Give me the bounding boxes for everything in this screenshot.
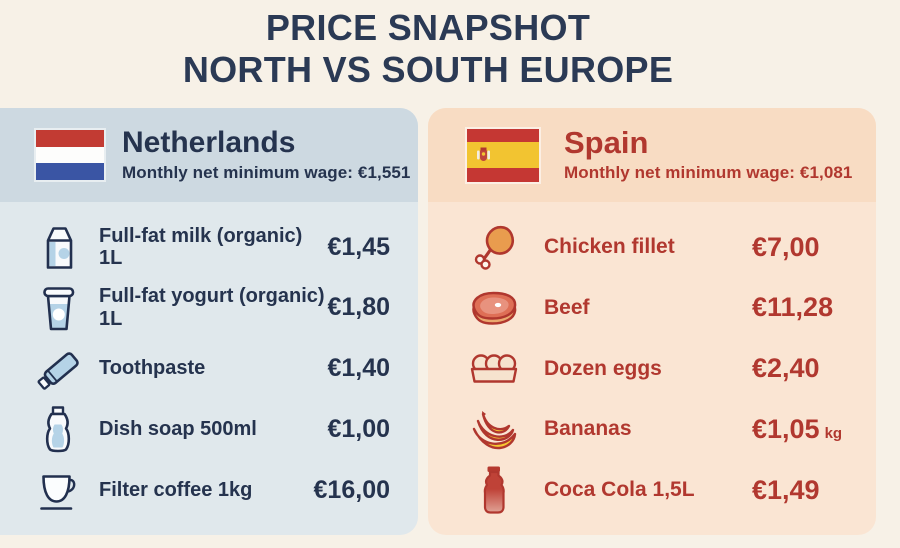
item-label: Full-fat milk (organic) 1L: [99, 225, 327, 270]
country-name: Spain: [564, 124, 649, 160]
row-coffee: Filter coffee 1kg €16,00: [0, 461, 418, 519]
spain-header: Spain Monthly net minimum wage: €1,081: [428, 108, 876, 202]
item-price: €1,80: [327, 293, 390, 322]
netherlands-price-list: Full-fat milk (organic) 1L €1,45 F: [0, 202, 418, 535]
spain-coat-of-arms-icon: [477, 147, 490, 161]
row-dish-soap: Dish soap 500ml €1,00: [0, 400, 418, 458]
cola-bottle-icon: [465, 464, 523, 516]
bananas-icon: [465, 405, 523, 453]
netherlands-panel: Netherlands Monthly net minimum wage: €1…: [0, 108, 418, 535]
row-beef: Beef €11,28: [428, 279, 876, 337]
item-label: Bananas: [544, 417, 632, 441]
spain-header-text: Spain Monthly net minimum wage: €1,081: [564, 124, 853, 184]
item-label: Beef: [544, 295, 590, 319]
milk-carton-icon: [32, 222, 84, 272]
item-price: €1,45: [327, 232, 390, 261]
item-label: Dish soap 500ml: [99, 418, 257, 441]
spain-panel: Spain Monthly net minimum wage: €1,081: [428, 108, 876, 535]
netherlands-header: Netherlands Monthly net minimum wage: €1…: [0, 108, 418, 202]
netherlands-flag-icon: [36, 130, 104, 180]
beef-steak-icon: [465, 285, 523, 331]
item-sub-label: 1L: [99, 307, 123, 330]
title-line-2: NORTH VS SOUTH EUROPE: [182, 49, 674, 91]
row-toothpaste: Toothpaste €1,40: [0, 340, 418, 398]
spain-price-list: Chicken fillet €7,00 Beef €11,28: [428, 202, 876, 535]
item-price: €16,00: [313, 475, 390, 504]
item-price: €2,40: [752, 353, 820, 383]
spain-flag-icon: [467, 128, 539, 182]
row-bananas: Bananas €1,05 kg: [428, 400, 876, 458]
egg-carton-icon: [465, 348, 523, 390]
item-price: €1,05 kg: [752, 413, 843, 444]
item-label: Filter coffee 1kg: [99, 478, 253, 501]
item-price: €1,49: [752, 474, 820, 505]
item-price: €1,00: [327, 414, 390, 443]
price-unit: kg: [824, 424, 843, 442]
item-label: Toothpaste: [99, 357, 206, 380]
item-label: Full-fat yogurt (organic) 1L: [99, 285, 327, 330]
item-label: Chicken fillet: [544, 235, 675, 259]
netherlands-header-text: Netherlands Monthly net minimum wage: €1…: [122, 127, 410, 183]
yogurt-cup-icon: [32, 283, 84, 333]
title-line-1: PRICE SNAPSHOT: [265, 7, 591, 48]
item-price: €11,28: [752, 292, 834, 323]
item-sub-label: 1L: [99, 247, 123, 269]
row-chicken: Chicken fillet €7,00: [428, 218, 876, 276]
item-label: Coca Cola 1,5L: [544, 478, 695, 502]
row-cola: Coca Cola 1,5L €1,49: [428, 461, 876, 519]
coffee-cup-icon: [32, 466, 84, 514]
row-yogurt: Full-fat yogurt (organic) 1L €1,80: [0, 279, 418, 337]
country-name: Netherlands: [122, 126, 296, 160]
row-milk: Full-fat milk (organic) 1L €1,45: [0, 218, 418, 276]
item-label: Dozen eggs: [544, 356, 662, 380]
dish-soap-bottle-icon: [32, 403, 84, 455]
minimum-wage-label: Monthly net minimum wage: €1,081: [564, 163, 853, 183]
row-eggs: Dozen eggs €2,40: [428, 340, 876, 398]
page-title: PRICE SNAPSHOT NORTH VS SOUTH EUROPE: [0, 7, 856, 92]
minimum-wage-label: Monthly net minimum wage: €1,551: [122, 162, 411, 182]
chicken-drumstick-icon: [465, 221, 523, 273]
toothpaste-tube-icon: [32, 344, 84, 394]
item-price: €1,40: [327, 354, 390, 382]
item-price: €7,00: [752, 231, 820, 262]
